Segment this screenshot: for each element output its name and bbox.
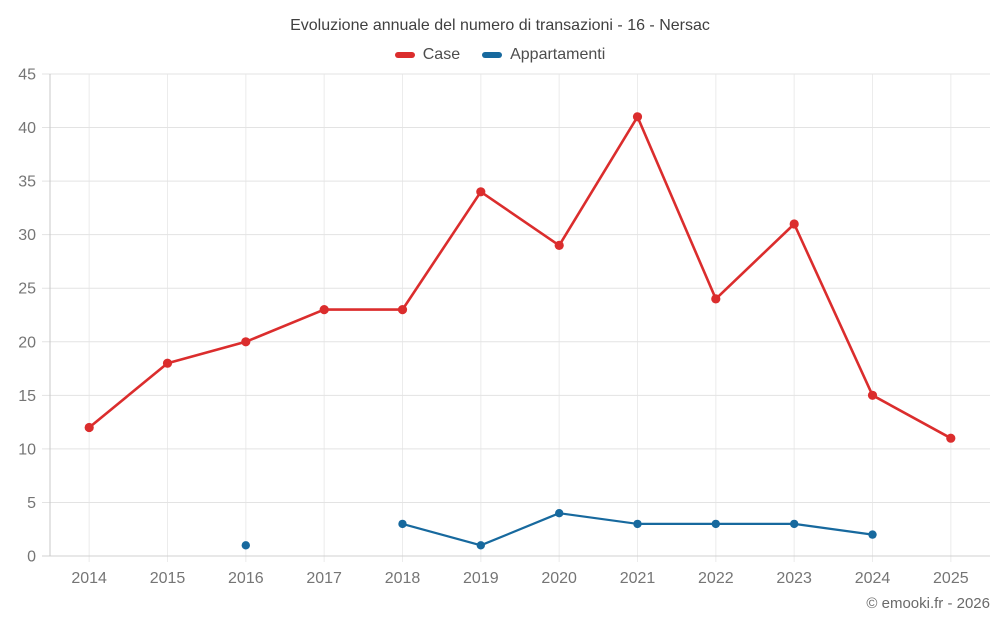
data-point-appartamenti-2019	[476, 541, 485, 550]
x-tick-label: 2015	[150, 570, 186, 587]
legend: Case Appartamenti	[0, 46, 1000, 64]
chart-title: Evoluzione annuale del numero di transaz…	[290, 17, 710, 34]
y-tick-label: 35	[18, 174, 36, 191]
x-tick-label: 2024	[855, 570, 891, 587]
x-tick-label: 2019	[463, 570, 499, 587]
data-point-case-2016	[241, 337, 251, 347]
data-point-appartamenti-2021	[633, 519, 642, 529]
x-tick-label: 2016	[228, 570, 264, 587]
y-tick-label: 45	[18, 67, 36, 84]
legend-swatch-appartamenti-icon	[482, 52, 503, 58]
series-line-case	[87, 115, 953, 440]
y-tick-label: 20	[18, 334, 36, 351]
y-tick-label: 30	[18, 227, 36, 244]
data-point-appartamenti-2020	[555, 509, 564, 518]
x-tick-label: 2018	[385, 570, 421, 587]
x-tick-label: 2020	[541, 570, 577, 587]
data-point-case-2015	[162, 358, 173, 368]
y-tick-label: 15	[18, 388, 36, 405]
x-tick-label: 2023	[776, 570, 812, 587]
x-tick-label: 2021	[620, 570, 656, 587]
data-point-case-2022	[711, 294, 721, 304]
data-point-appartamenti-2016	[241, 541, 250, 550]
y-tick-label: 25	[18, 281, 36, 298]
data-point-case-2014	[84, 422, 94, 433]
data-point-case-2023	[789, 219, 799, 229]
data-point-case-2020	[554, 240, 564, 250]
legend-label-case: Case	[422, 46, 461, 63]
x-tick-label: 2025	[933, 570, 969, 587]
data-point-case-2019	[476, 187, 486, 197]
data-point-appartamenti-2022	[711, 519, 720, 529]
legend-item-case[interactable]: Case	[394, 46, 461, 64]
legend-label-appartamenti: Appartamenti	[510, 46, 606, 63]
x-tick-label: 2014	[71, 570, 107, 587]
data-point-case-2017	[319, 305, 329, 315]
x-tick-label: 2022	[698, 570, 734, 587]
data-point-case-2018	[397, 305, 408, 315]
y-tick-label: 0	[27, 549, 36, 566]
x-tick-label: 2017	[306, 570, 342, 587]
data-point-appartamenti-2024	[868, 530, 877, 539]
data-point-case-2025	[946, 433, 956, 443]
y-tick-label: 5	[27, 495, 36, 512]
data-point-appartamenti-2018	[398, 519, 407, 529]
copyright-text: © emooki.fr - 2026	[866, 595, 990, 612]
y-tick-label: 40	[18, 120, 36, 137]
legend-swatch-case-icon	[394, 52, 415, 58]
data-point-case-2021	[632, 112, 643, 122]
data-point-case-2024	[867, 390, 878, 400]
y-tick-label: 10	[18, 441, 36, 458]
data-point-appartamenti-2023	[790, 519, 799, 529]
legend-item-appartamenti[interactable]: Appartamenti	[482, 46, 605, 64]
